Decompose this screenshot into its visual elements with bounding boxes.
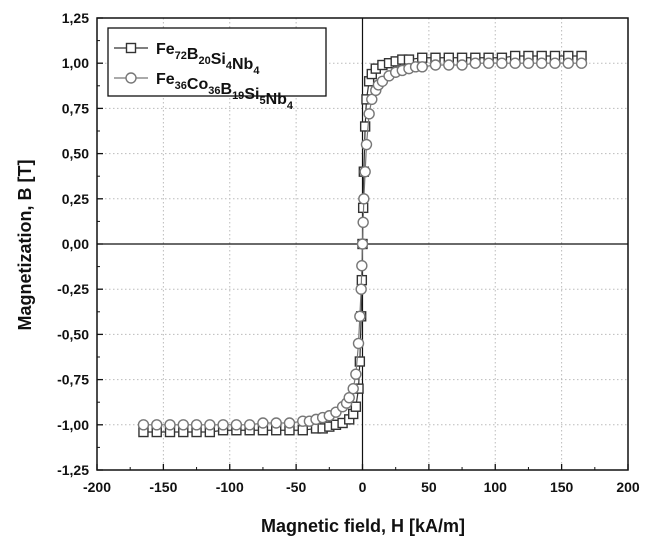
data-point [358, 239, 368, 249]
y-tick-label: 0,25 [62, 191, 89, 207]
y-tick-label: -0,25 [57, 281, 89, 297]
data-point [364, 109, 374, 119]
data-point [356, 284, 366, 294]
data-point [357, 261, 367, 271]
y-tick-labels: -1,25 -1,00 -0,75 -0,50 -0,25 0,00 0,25 0,50 0,7… [57, 10, 89, 478]
data-point [192, 420, 202, 430]
y-tick-label: -0,75 [57, 372, 89, 388]
data-point [550, 58, 560, 68]
x-tick-label: 0 [359, 479, 367, 495]
data-point [431, 60, 441, 70]
data-point [484, 58, 494, 68]
y-tick-label: 0,50 [62, 146, 89, 162]
y-axis-title: Magnetization, B [T] [15, 160, 35, 331]
x-tick-label: -150 [149, 479, 177, 495]
data-point [360, 167, 370, 177]
x-tick-labels: -200 -150 -100 -50 0 50 100 150 200 [83, 479, 640, 495]
data-point [258, 418, 268, 428]
x-tick-label: 200 [616, 479, 640, 495]
data-point [355, 311, 365, 321]
x-tick-label: 150 [550, 479, 574, 495]
data-point [138, 420, 148, 430]
data-point [348, 384, 358, 394]
data-point [245, 420, 255, 430]
data-point [218, 420, 228, 430]
data-point [418, 53, 427, 62]
data-point [523, 58, 533, 68]
data-point [351, 369, 361, 379]
legend-marker [127, 44, 136, 53]
data-point [510, 58, 520, 68]
data-point [457, 60, 467, 70]
data-point [577, 58, 587, 68]
y-tick-label: -1,00 [57, 417, 89, 433]
data-point [271, 418, 281, 428]
data-point [178, 420, 188, 430]
y-tick-label: 0,00 [62, 236, 89, 252]
x-tick-label: 50 [421, 479, 437, 495]
y-tick-label: -1,25 [57, 462, 89, 478]
data-point [298, 426, 307, 435]
data-point [358, 217, 368, 227]
x-tick-label: -100 [216, 479, 244, 495]
data-point [417, 62, 427, 72]
data-point [231, 420, 241, 430]
data-point [497, 58, 507, 68]
data-point [354, 338, 364, 348]
data-point [351, 402, 360, 411]
data-point [284, 418, 294, 428]
y-tick-label: -0,50 [57, 326, 89, 342]
data-point [205, 420, 215, 430]
x-tick-label: -200 [83, 479, 111, 495]
data-point [165, 420, 175, 430]
x-tick-label: -50 [286, 479, 306, 495]
data-point [359, 194, 369, 204]
data-point [563, 58, 573, 68]
data-point [444, 60, 454, 70]
y-tick-label: 0,75 [62, 100, 89, 116]
y-tick-label: 1,00 [62, 55, 89, 71]
x-tick-label: 100 [484, 479, 508, 495]
data-point [361, 140, 371, 150]
x-axis-title: Magnetic field, H [kA/m] [261, 516, 465, 536]
y-tick-label: 1,25 [62, 10, 89, 26]
data-point [537, 58, 547, 68]
data-point [152, 420, 162, 430]
data-point [470, 58, 480, 68]
legend-marker [126, 73, 136, 83]
